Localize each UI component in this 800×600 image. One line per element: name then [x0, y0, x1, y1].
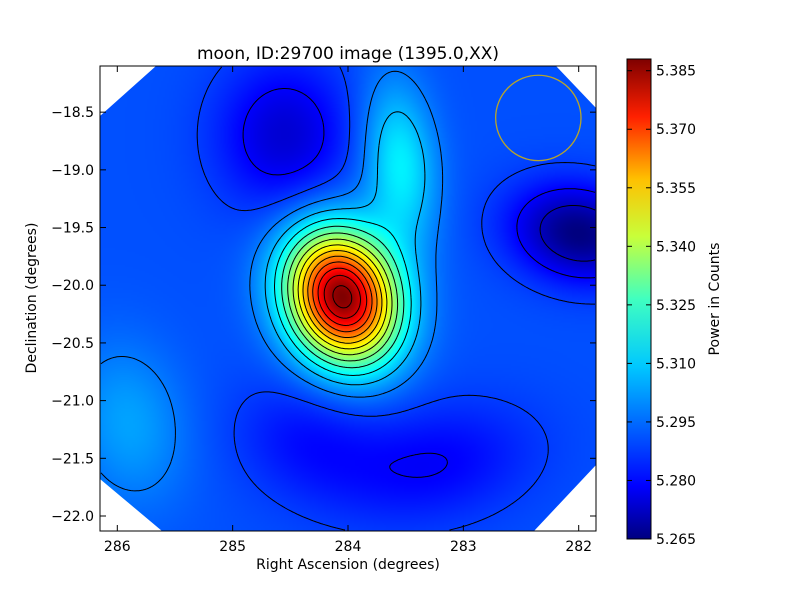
- colorbar-tick-label: 5.295: [656, 415, 696, 431]
- contour-line: [539, 205, 596, 262]
- colorbar-gradient: [627, 59, 651, 539]
- colorbar-tick-label: 5.355: [656, 181, 696, 197]
- y-tick-label: −19.0: [51, 163, 94, 179]
- colorbar-tick-label: 5.370: [656, 122, 696, 138]
- contour-line: [281, 225, 405, 369]
- plot-area: [99, 65, 597, 532]
- x-axis: 286 285 284 283 282: [104, 66, 592, 555]
- x-tick-label: 284: [335, 539, 362, 555]
- contour-line: [332, 285, 353, 309]
- contour-line: [307, 255, 378, 338]
- colorbar-ticks: 5.265 5.280 5.295 5.310 5.325 5.340 5.355 5.370…: [627, 64, 696, 548]
- contour-line: [312, 261, 373, 333]
- y-tick-label: −22.0: [51, 509, 94, 525]
- y-tick-label: −20.5: [51, 336, 94, 352]
- chart-title: moon, ID:29700 image (1395.0,XX): [197, 44, 499, 64]
- contour-line: [323, 274, 361, 319]
- colorbar-tick-label: 5.310: [656, 356, 696, 372]
- y-tick-label: −21.5: [51, 451, 94, 467]
- colorbar-tick-label: 5.385: [656, 64, 696, 80]
- beam-circle: [494, 74, 582, 162]
- colorbar-frame: [626, 58, 652, 540]
- contour-lines: [100, 66, 596, 531]
- contour-line: [100, 70, 444, 492]
- colorbar-tick-label: 5.340: [656, 239, 696, 255]
- contour-line: [242, 88, 596, 478]
- contour-line: [297, 244, 388, 350]
- colorbar-label: Power in Counts: [707, 243, 723, 356]
- y-axis-label: Declination (degrees): [24, 223, 40, 374]
- colorbar-tick-label: 5.325: [656, 298, 696, 314]
- contour-line: [292, 238, 393, 356]
- contour-line: [274, 218, 412, 376]
- colorbar-tick-label: 5.265: [656, 532, 696, 548]
- blank-corner: [100, 66, 156, 116]
- contour-line: [287, 232, 399, 362]
- y-axis: −18.5 −19.0 −19.5 −20.0 −20.5 −21.0 −21.5 −22.0: [51, 105, 596, 525]
- contour-line: [302, 250, 383, 344]
- blank-corner: [534, 465, 596, 531]
- x-axis-label: Right Ascension (degrees): [256, 557, 440, 573]
- blank-corner: [100, 479, 162, 531]
- contour-line: [317, 267, 368, 326]
- x-tick-label: 283: [450, 539, 477, 555]
- x-tick-label: 285: [219, 539, 246, 555]
- y-tick-label: −19.5: [51, 221, 94, 237]
- y-tick-label: −21.0: [51, 394, 94, 410]
- y-tick-label: −20.0: [51, 278, 94, 294]
- colorbar-tick-label: 5.280: [656, 473, 696, 489]
- blank-corner: [556, 66, 596, 108]
- blank-corners: [100, 66, 596, 531]
- contour-line: [264, 111, 426, 386]
- x-tick-label: 286: [104, 539, 131, 555]
- y-tick-label: −18.5: [51, 105, 94, 121]
- x-tick-label: 282: [565, 539, 592, 555]
- contour-line: [196, 66, 596, 531]
- heatmap-image: [100, 66, 596, 531]
- colorbar: 5.265 5.280 5.295 5.310 5.325 5.340 5.355 5.370…: [626, 58, 723, 548]
